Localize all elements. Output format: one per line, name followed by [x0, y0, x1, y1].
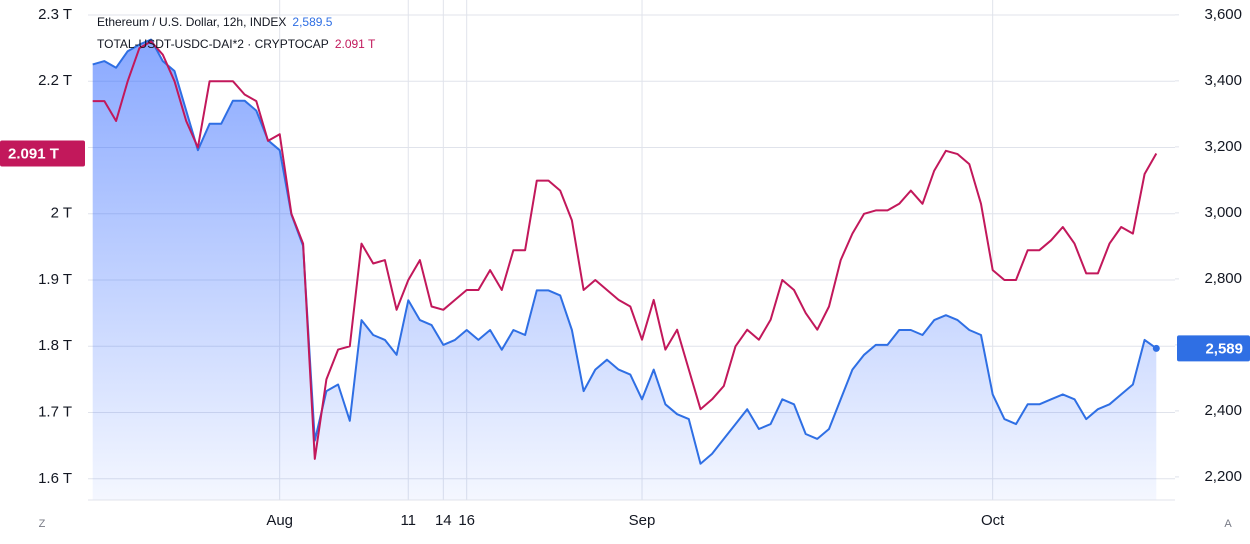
- y-tick-label: 1.6 T: [38, 470, 72, 487]
- y2-tick-label: 2,400: [1204, 402, 1242, 419]
- y2-tick-label: 3,200: [1204, 138, 1242, 155]
- price-badge: [1177, 335, 1250, 362]
- series-line: [92, 38, 1157, 465]
- series-line: [92, 40, 1158, 460]
- y-tick-label: 2.3 T: [38, 6, 72, 23]
- log-toggle[interactable]: Z: [39, 518, 46, 530]
- y-tick-label: 2.2 T: [38, 72, 72, 89]
- price-badge-label: 2,589: [1205, 340, 1243, 357]
- y2-tick-label: 2,200: [1204, 468, 1242, 485]
- y-tick-label: 1.9 T: [38, 271, 72, 288]
- legend-value: 2.091 T: [335, 37, 376, 51]
- price-badge: [0, 140, 85, 167]
- series-area: [92, 39, 1157, 500]
- y2-tick-label: 3,400: [1204, 72, 1242, 89]
- auto-toggle[interactable]: A: [1224, 518, 1232, 530]
- y-tick-label: 1.8 T: [38, 337, 72, 354]
- x-tick-label: 14: [435, 512, 452, 529]
- y2-tick-label: 3,600: [1204, 6, 1242, 23]
- x-tick-label: 16: [458, 512, 475, 529]
- legend-name: TOTAL-USDT-USDC-DAI*2 · CRYPTOCAP: [97, 37, 329, 51]
- x-tick-label: Oct: [981, 512, 1005, 529]
- price-badge-label: 2.091 T: [8, 145, 59, 162]
- x-tick-label: 11: [400, 512, 416, 529]
- y2-tick-label: 2,800: [1204, 270, 1242, 287]
- legend-name: Ethereum / U.S. Dollar, 12h, INDEX: [97, 15, 286, 29]
- y-tick-label: 1.7 T: [38, 404, 72, 421]
- x-tick-label: Aug: [266, 512, 293, 529]
- last-point: [1152, 344, 1160, 352]
- y2-tick-label: 3,000: [1204, 204, 1242, 221]
- legend-value: 2,589.5: [292, 15, 332, 29]
- x-tick-label: Sep: [629, 512, 656, 529]
- y-tick-label: 2 T: [51, 205, 72, 222]
